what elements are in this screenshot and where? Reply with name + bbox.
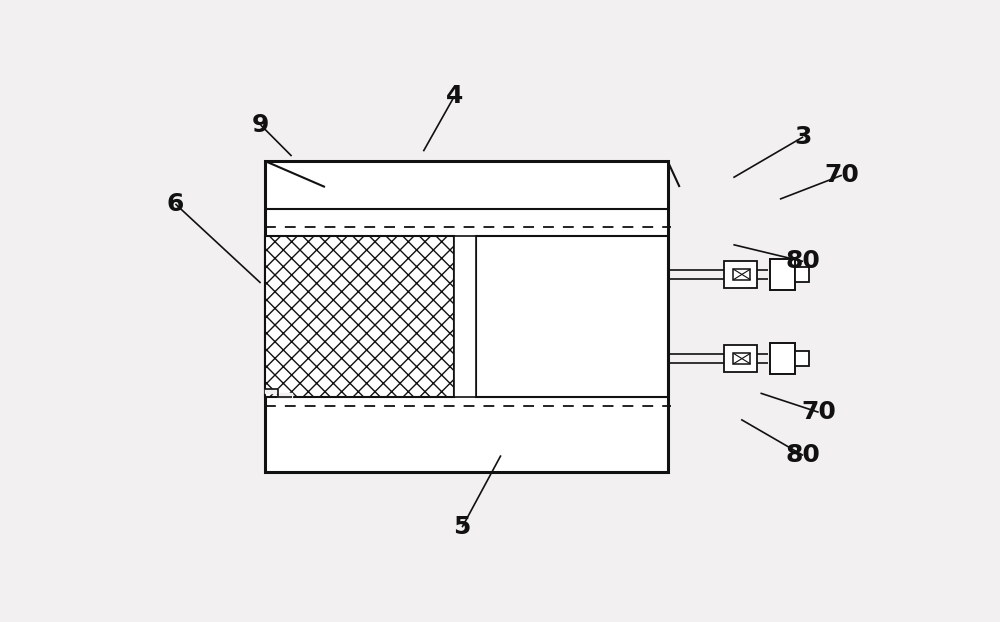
Text: 3: 3 — [794, 125, 812, 149]
Text: 70: 70 — [824, 163, 859, 187]
Bar — [770, 343, 795, 374]
Bar — [733, 269, 750, 280]
Text: 6: 6 — [167, 192, 184, 216]
Bar — [476, 236, 668, 397]
Text: 4: 4 — [446, 84, 463, 108]
Bar — [733, 353, 750, 364]
Text: 70: 70 — [801, 401, 836, 424]
Bar — [724, 261, 757, 289]
Bar — [770, 259, 795, 290]
Bar — [454, 236, 476, 397]
Bar — [795, 351, 809, 366]
Text: 5: 5 — [453, 515, 471, 539]
Bar — [264, 161, 668, 472]
Text: 80: 80 — [786, 249, 821, 274]
Polygon shape — [264, 389, 292, 397]
Text: 80: 80 — [786, 443, 821, 467]
Bar — [264, 236, 454, 397]
Bar — [795, 267, 809, 282]
Bar — [724, 345, 757, 373]
Text: 9: 9 — [252, 113, 269, 137]
